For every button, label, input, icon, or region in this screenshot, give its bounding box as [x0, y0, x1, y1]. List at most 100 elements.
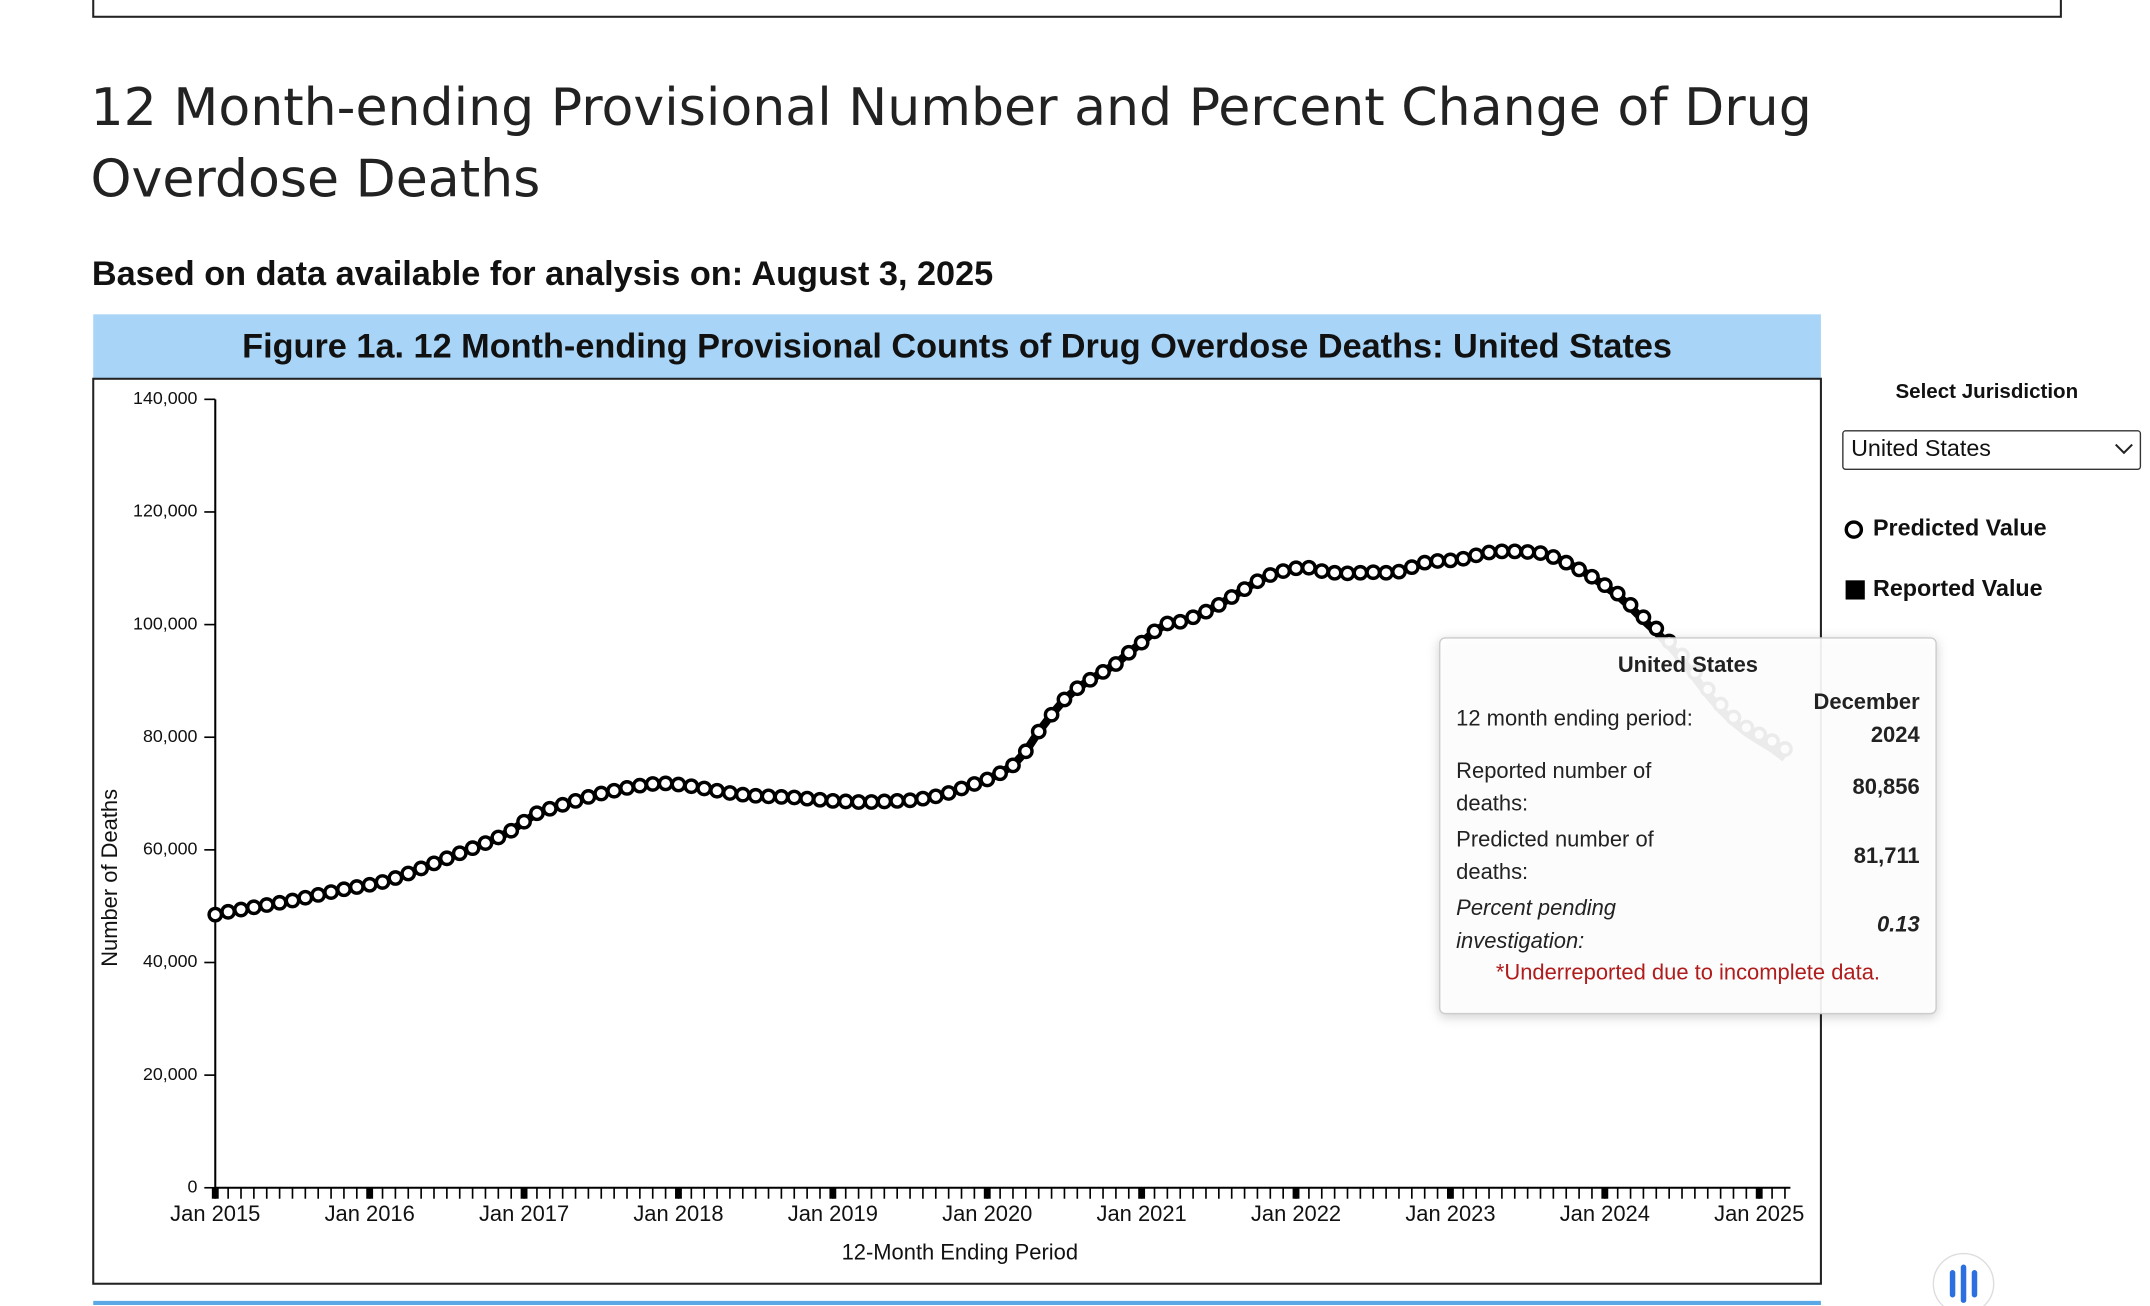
predicted-point [1249, 573, 1266, 590]
predicted-point [1120, 644, 1137, 661]
tooltip-value: 81,711 [1853, 844, 1920, 869]
legend-label: Reported Value [1873, 575, 2043, 601]
y-tick-label: 20,000 [143, 1064, 198, 1084]
predicted-point [1301, 559, 1317, 576]
legend-label: Predicted Value [1873, 515, 2047, 541]
predicted-point [824, 792, 841, 809]
predicted-point [1596, 577, 1613, 594]
predicted-point [683, 778, 700, 795]
predicted-point [1288, 560, 1304, 577]
x-tick-label: Jan 2018 [633, 1201, 723, 1226]
predicted-point [773, 789, 790, 805]
predicted-point [233, 901, 249, 918]
predicted-point [1635, 609, 1652, 626]
predicted-point [760, 788, 777, 805]
predicted-point [1403, 559, 1420, 576]
tooltip-title: United States [1617, 654, 1759, 678]
predicted-point [361, 876, 378, 893]
y-tick-label: 120,000 [133, 501, 197, 521]
tooltip-label: Percent pending investigation: [1456, 897, 1616, 954]
predicted-point [889, 792, 906, 809]
jurisdiction-select[interactable] [1842, 430, 2142, 470]
top-box [92, 0, 2062, 18]
predicted-point [606, 782, 623, 799]
predicted-point [1223, 589, 1240, 605]
x-tick [675, 1187, 682, 1199]
predicted-point [580, 789, 597, 805]
y-tick-label: 60,000 [143, 839, 198, 859]
predicted-point [709, 782, 725, 799]
predicted-point [1609, 585, 1626, 602]
x-tick [520, 1187, 528, 1199]
predicted-point [915, 790, 931, 807]
predicted-point [374, 874, 391, 890]
predicted-point [1326, 564, 1343, 581]
predicted-point [567, 792, 584, 809]
x-tick-label: Jan 2016 [325, 1201, 415, 1226]
predicted-point [670, 776, 687, 793]
predicted-point [1108, 656, 1124, 672]
predicted-point [1571, 561, 1587, 578]
tooltip-label: Reported number of deaths: [1456, 759, 1652, 817]
predicted-point [400, 865, 417, 882]
x-tick-label: Jan 2022 [1251, 1201, 1341, 1226]
predicted-point [812, 791, 828, 808]
predicted-point [1030, 723, 1047, 740]
predicted-point [1095, 664, 1111, 680]
predicted-point [786, 789, 803, 806]
predicted-point [1416, 554, 1433, 571]
predicted-point [1545, 549, 1562, 565]
predicted-point [310, 887, 327, 903]
tooltip-row: Reported number of deaths: 80,856 [1456, 756, 1919, 822]
jurisdiction-label: Select Jurisdiction [1895, 380, 2078, 403]
predicted-point [1159, 615, 1176, 632]
predicted-point [438, 850, 455, 867]
predicted-point [1210, 597, 1227, 613]
tooltip-content: United States 12 month ending period: Dece… [1440, 638, 1936, 986]
page-heading: 12 Month-ending Provisional Number and P… [90, 77, 1812, 209]
predicted-point [1185, 609, 1201, 626]
predicted-point [1378, 564, 1394, 581]
predicted-point [863, 794, 880, 810]
predicted-point [644, 776, 661, 792]
x-tick-label: Jan 2024 [1560, 1201, 1650, 1226]
tooltip-row: Predicted number of deaths: 81,711 [1456, 824, 1919, 890]
x-tick [1755, 1187, 1763, 1199]
x-tick [1138, 1187, 1146, 1199]
jurisdiction-value[interactable]: United States [1851, 435, 1991, 461]
tooltip-value: December 2024 [1813, 691, 1920, 748]
x-tick [366, 1187, 374, 1199]
select-chevron [2114, 443, 2133, 455]
predicted-point [1365, 564, 1382, 581]
predicted-point [722, 785, 738, 801]
predicted-point [1532, 545, 1549, 561]
predicted-point [1352, 564, 1369, 581]
predicted-point [953, 780, 970, 797]
predicted-point [245, 899, 262, 916]
x-tick-label: Jan 2020 [942, 1201, 1032, 1226]
predicted-point [1043, 706, 1060, 723]
predicted-point [902, 792, 918, 809]
x-tick-label: Jan 2015 [170, 1201, 260, 1226]
predicted-point [413, 860, 430, 877]
y-tick-label: 100,000 [133, 613, 197, 633]
tooltip-body: United States 12 month ending period: Dece… [1440, 638, 1936, 986]
predicted-point [1494, 543, 1510, 560]
predicted-point [1146, 623, 1163, 640]
x-tick [983, 1187, 991, 1199]
predicted-point [258, 897, 275, 913]
predicted-point [696, 780, 713, 797]
x-tick [829, 1187, 837, 1199]
legend-square [1845, 580, 1865, 600]
predicted-point [336, 881, 352, 898]
figure-header [93, 314, 1821, 379]
predicted-point [1648, 620, 1665, 637]
predicted-point [966, 776, 983, 792]
predicted-point [1275, 563, 1292, 579]
predicted-point [631, 777, 648, 794]
x-axis-label: 12-Month Ending Period [842, 1239, 1078, 1264]
predicted-point [657, 775, 674, 792]
predicted-point [734, 786, 751, 803]
x-tick [211, 1187, 219, 1199]
